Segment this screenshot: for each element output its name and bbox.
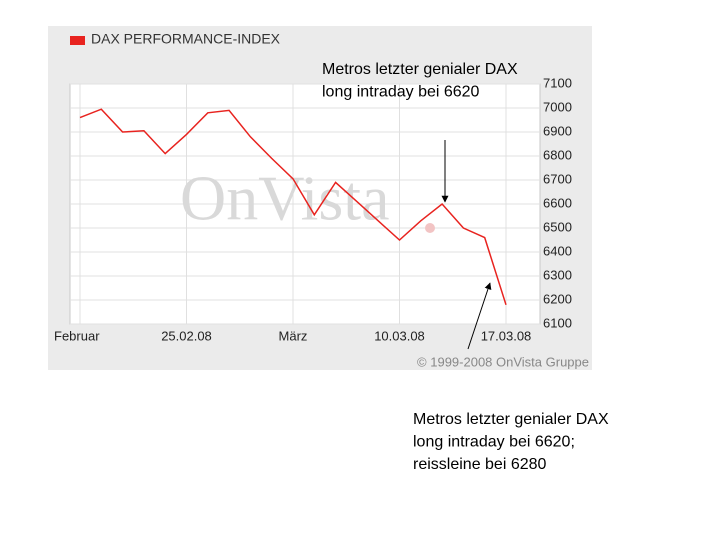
annotation: Metros letzter genialer DAX [413,411,609,428]
legend-label: DAX PERFORMANCE-INDEX [91,31,281,47]
x-tick-label: Februar [54,328,100,343]
annotation: long intraday bei 6620; [413,434,575,451]
y-tick-label: 6800 [543,147,572,162]
x-tick-label: 17.03.08 [481,328,532,343]
x-tick-label: März [279,328,308,343]
y-tick-label: 6600 [543,195,572,210]
legend-swatch [70,36,85,45]
y-tick-label: 6700 [543,171,572,186]
x-tick-label: 10.03.08 [374,328,425,343]
x-tick-label: 25.02.08 [161,328,212,343]
annotation: Metros letzter genialer DAX [322,61,518,78]
y-tick-label: 6500 [543,219,572,234]
copyright: © 1999-2008 OnVista Gruppe [417,354,589,369]
data-line [79,108,507,306]
y-tick-label: 7100 [543,75,572,90]
y-tick-label: 6200 [543,291,572,306]
y-tick-label: 7000 [543,99,572,114]
annotation: long intraday bei 6620 [322,84,480,101]
watermark-dot [425,223,435,233]
y-tick-label: 6400 [543,243,572,258]
watermark: OnVista [180,163,389,234]
y-tick-label: 6300 [543,267,572,282]
y-tick-label: 6900 [543,123,572,138]
annotation: reissleine bei 6280 [413,456,547,473]
arrow [467,282,492,350]
y-tick-label: 6100 [543,315,572,330]
